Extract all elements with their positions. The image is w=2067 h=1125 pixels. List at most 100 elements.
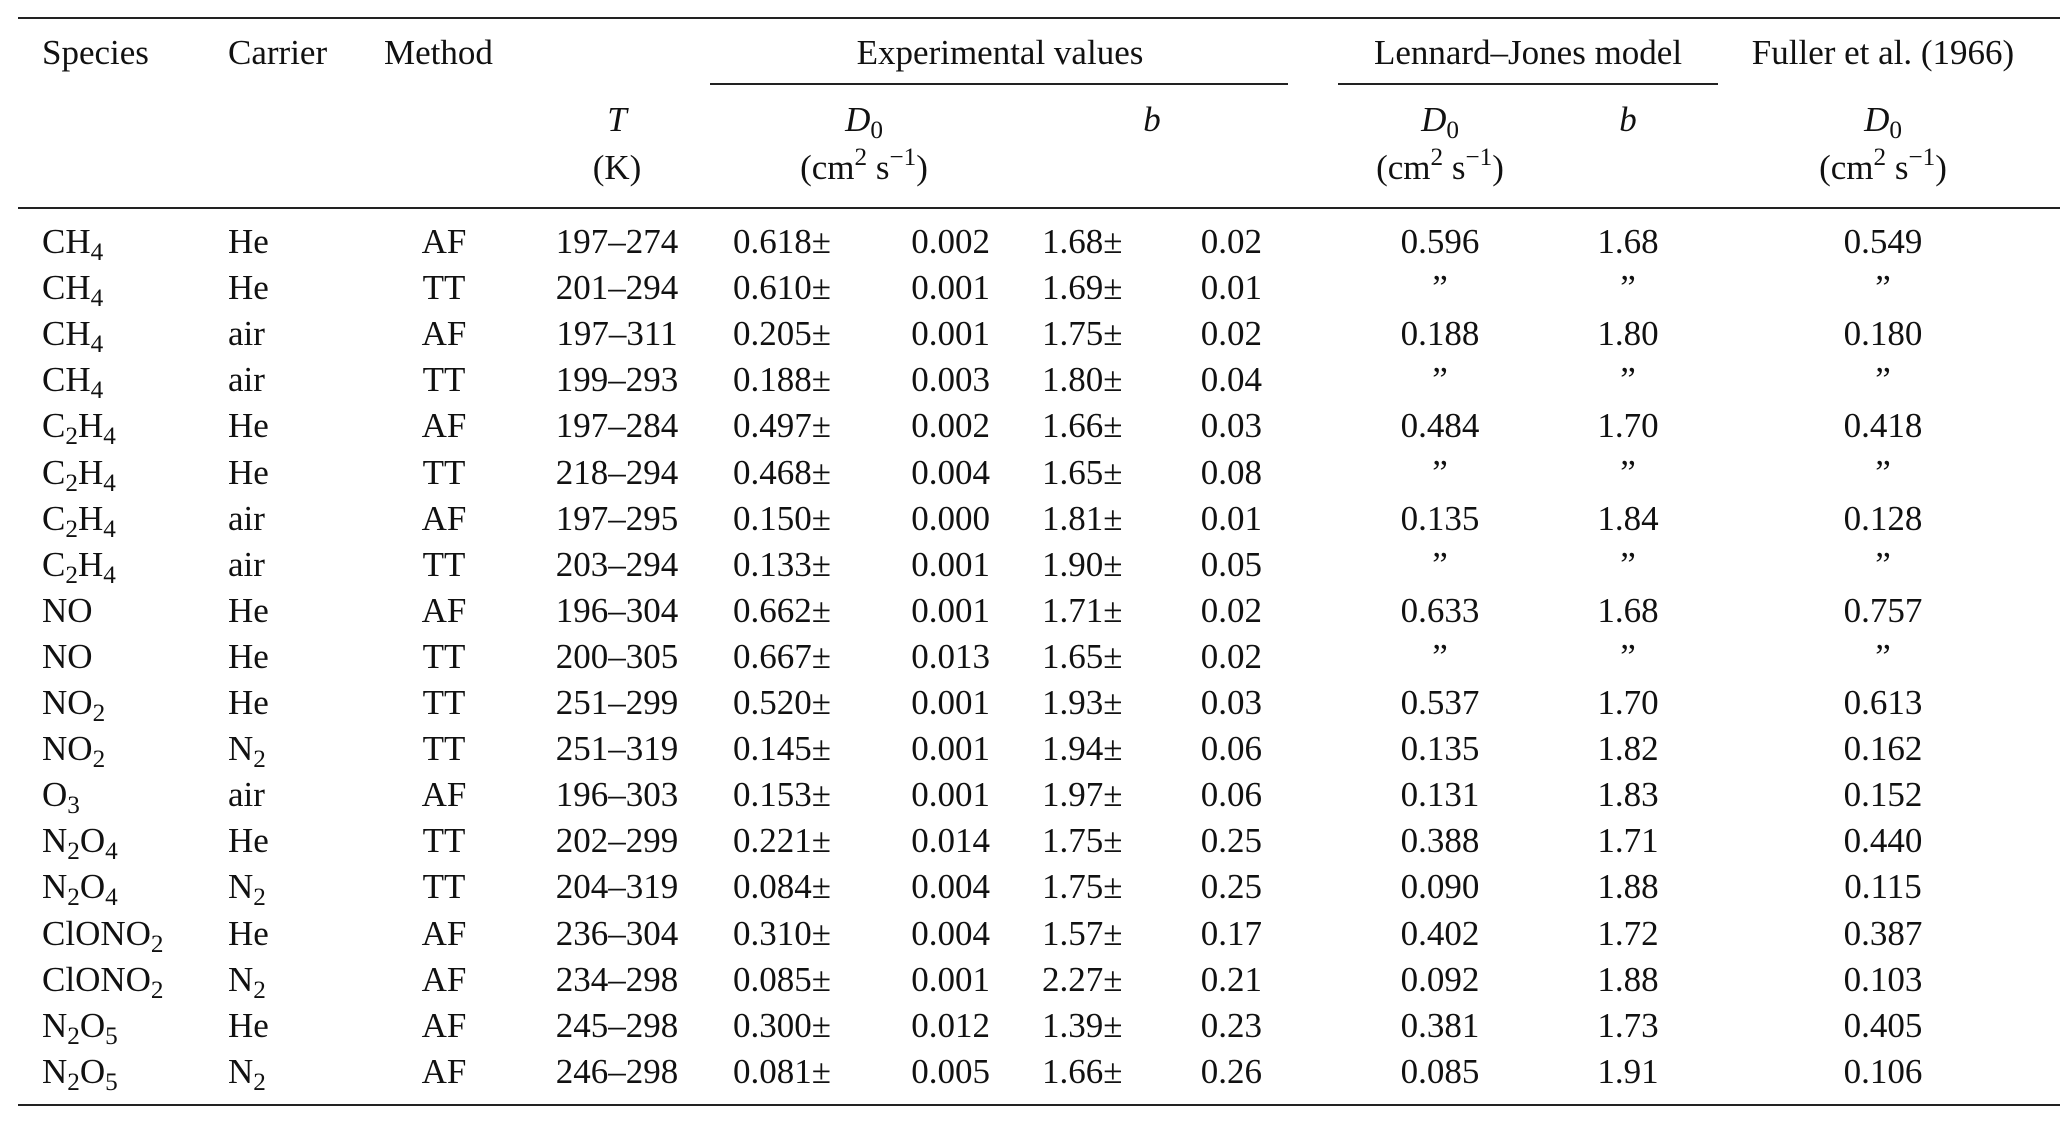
lj-D0-cell: 0.092 bbox=[1400, 959, 1480, 999]
exp-D0-error-cell: 0.004 bbox=[911, 452, 990, 492]
fuller-D0-cell: ” bbox=[1875, 636, 1891, 676]
exp-D0-cell: 0.610± bbox=[733, 268, 831, 308]
method-cell: TT bbox=[422, 821, 466, 861]
fuller-D0-cell: 0.757 bbox=[1843, 590, 1923, 630]
table-row: N2O4 N2 TT 204–319 0.084± 0.004 1.75± 0.25 0.090… bbox=[0, 867, 2067, 913]
fuller-D0-cell: 0.418 bbox=[1843, 406, 1923, 446]
method-cell: AF bbox=[421, 1005, 467, 1045]
carrier-cell: air bbox=[228, 498, 265, 538]
carrier-cell: He bbox=[228, 452, 269, 492]
exp-b-error-cell: 0.17 bbox=[1200, 913, 1262, 953]
lj-D0-cell: 0.131 bbox=[1400, 775, 1480, 815]
col-header-fuller: Fuller et al. (1966) bbox=[1751, 33, 2015, 72]
col-header-lj-model: Lennard–Jones model bbox=[1373, 33, 1683, 72]
exp-b-error-cell: 0.02 bbox=[1200, 314, 1262, 354]
lj-b-cell: ” bbox=[1620, 268, 1636, 308]
exp-b-error-cell: 0.08 bbox=[1200, 452, 1262, 492]
temperature-range-cell: 236–304 bbox=[555, 913, 679, 953]
lj-group-rule bbox=[1338, 83, 1718, 85]
carrier-cell: He bbox=[228, 913, 269, 953]
table-row: C2H4 He AF 197–284 0.497± 0.002 1.66± 0.03 0.484… bbox=[0, 406, 2067, 452]
species-cell: C2H4 bbox=[42, 544, 116, 589]
exp-D0-error-cell: 0.013 bbox=[911, 636, 990, 676]
carrier-cell: He bbox=[228, 222, 269, 261]
species-cell: CH4 bbox=[42, 222, 104, 267]
fuller-D0-cell: ” bbox=[1875, 544, 1891, 584]
fuller-D0-cell: 0.405 bbox=[1843, 1005, 1923, 1045]
temperature-range-cell: 196–303 bbox=[555, 775, 679, 815]
carrier-cell: N2 bbox=[228, 729, 266, 774]
temperature-range-cell: 246–298 bbox=[555, 1051, 679, 1091]
fuller-D0-cell: ” bbox=[1875, 360, 1891, 400]
exp-b-cell: 1.75± bbox=[1042, 867, 1123, 907]
lj-b-cell: 1.68 bbox=[1597, 590, 1659, 630]
lj-D0-cell: 0.537 bbox=[1400, 683, 1480, 722]
carrier-cell: air bbox=[228, 360, 265, 400]
species-cell: CH4 bbox=[42, 360, 104, 405]
method-cell: AF bbox=[421, 590, 467, 630]
carrier-cell: He bbox=[228, 683, 269, 722]
exp-D0-error-cell: 0.014 bbox=[911, 821, 990, 861]
exp-b-cell: 1.66± bbox=[1042, 406, 1123, 446]
fuller-D0-cell: 0.162 bbox=[1843, 729, 1923, 769]
exp-D0-error-cell: 0.001 bbox=[911, 729, 990, 769]
exp-b-error-cell: 0.03 bbox=[1200, 406, 1262, 446]
lj-D0-cell: ” bbox=[1432, 544, 1448, 584]
col-header-lj-D0-unit: (cm2 s−1) bbox=[1376, 144, 1504, 187]
lj-D0-cell: ” bbox=[1432, 360, 1448, 400]
species-cell: NO bbox=[42, 636, 93, 676]
lj-D0-cell: 0.388 bbox=[1400, 821, 1480, 861]
exp-D0-error-cell: 0.002 bbox=[911, 222, 990, 261]
col-header-T-unit: (K) bbox=[592, 148, 642, 187]
lj-D0-cell: 0.135 bbox=[1400, 729, 1480, 769]
col-header-lj-b: b bbox=[1619, 100, 1637, 139]
method-cell: AF bbox=[421, 913, 467, 953]
exp-D0-cell: 0.153± bbox=[733, 775, 831, 815]
table-row: NO He TT 200–305 0.667± 0.013 1.65± 0.02 ” ” ” bbox=[0, 637, 2067, 683]
table-row: CH4 He TT 201–294 0.610± 0.001 1.69± 0.01 ” ” ” bbox=[0, 268, 2067, 314]
lj-D0-cell: ” bbox=[1432, 268, 1448, 308]
species-cell: CH4 bbox=[42, 314, 104, 359]
exp-b-error-cell: 0.06 bbox=[1200, 775, 1262, 815]
species-cell: N2O4 bbox=[42, 867, 118, 912]
temperature-range-cell: 199–293 bbox=[555, 360, 679, 400]
temperature-range-cell: 245–298 bbox=[555, 1005, 679, 1045]
fuller-D0-cell: 0.180 bbox=[1843, 314, 1923, 354]
exp-D0-error-cell: 0.001 bbox=[911, 775, 990, 815]
exp-b-error-cell: 0.04 bbox=[1200, 360, 1262, 400]
lj-b-cell: ” bbox=[1620, 636, 1636, 676]
exp-b-error-cell: 0.03 bbox=[1200, 683, 1262, 722]
exp-b-error-cell: 0.01 bbox=[1200, 268, 1262, 308]
table-row: NO2 He TT 251–299 0.520± 0.001 1.93± 0.03 0.537 1… bbox=[0, 683, 2067, 729]
exp-D0-error-cell: 0.004 bbox=[911, 913, 990, 953]
carrier-cell: He bbox=[228, 406, 269, 446]
table-row: NO2 N2 TT 251–319 0.145± 0.001 1.94± 0.06 0.135 1… bbox=[0, 729, 2067, 775]
lj-b-cell: ” bbox=[1620, 360, 1636, 400]
carrier-cell: air bbox=[228, 775, 265, 815]
exp-b-error-cell: 0.23 bbox=[1200, 1005, 1262, 1045]
exp-b-error-cell: 0.21 bbox=[1200, 959, 1262, 999]
carrier-cell: He bbox=[228, 821, 269, 861]
temperature-range-cell: 197–284 bbox=[555, 406, 679, 446]
fuller-D0-cell: ” bbox=[1875, 268, 1891, 308]
carrier-cell: He bbox=[228, 1005, 269, 1045]
exp-b-error-cell: 0.26 bbox=[1200, 1051, 1262, 1091]
exp-b-cell: 1.80± bbox=[1042, 360, 1123, 400]
temperature-range-cell: 251–319 bbox=[555, 729, 679, 769]
temperature-range-cell: 197–311 bbox=[556, 314, 678, 354]
table-row: ClONO2 He AF 236–304 0.310± 0.004 1.57± 0.17 0.4… bbox=[0, 914, 2067, 960]
table-row: C2H4 air AF 197–295 0.150± 0.000 1.81± 0.01 0.13… bbox=[0, 499, 2067, 545]
method-cell: TT bbox=[422, 867, 466, 907]
fuller-D0-cell: 0.387 bbox=[1843, 913, 1923, 953]
method-cell: TT bbox=[422, 729, 466, 769]
method-cell: AF bbox=[421, 222, 467, 261]
lj-b-cell: 1.71 bbox=[1597, 821, 1659, 861]
exp-b-cell: 1.68± bbox=[1042, 222, 1123, 261]
exp-D0-cell: 0.084± bbox=[733, 867, 831, 907]
exp-D0-cell: 0.145± bbox=[733, 729, 831, 769]
col-header-species: Species bbox=[42, 33, 149, 72]
carrier-cell: N2 bbox=[228, 867, 266, 912]
exp-D0-cell: 0.085± bbox=[733, 959, 831, 999]
exp-D0-error-cell: 0.001 bbox=[911, 683, 990, 722]
method-cell: TT bbox=[422, 360, 466, 400]
